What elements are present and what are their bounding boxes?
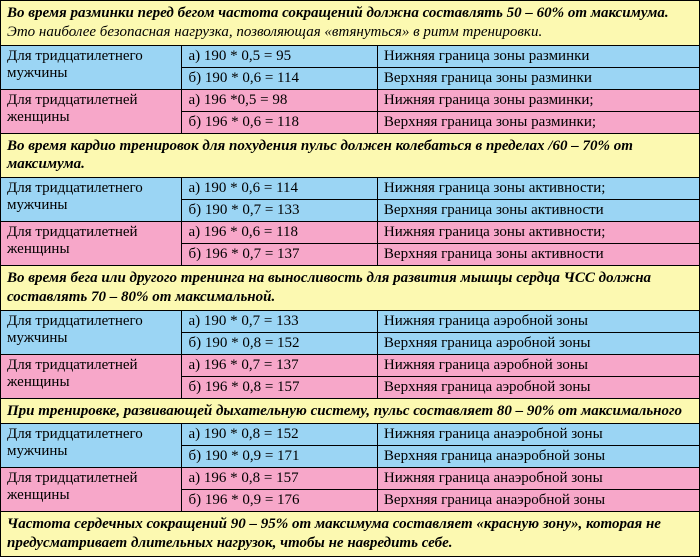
section-header: При тренировке, развивающей дыхательную … [1, 399, 699, 425]
desc-b: Верхняя граница анаэробной зоны [378, 446, 699, 467]
desc-b: Верхняя граница анаэробной зоны [378, 490, 699, 511]
group-label: Для тридцатилетнего мужчины [1, 311, 182, 354]
calc-b: б) 190 * 0,6 = 114 [182, 68, 377, 89]
header-bold: Во время кардио тренировок для похудения… [7, 138, 633, 173]
calc-a: а) 190 * 0,7 = 133 [182, 311, 377, 333]
calc-b: б) 196 * 0,8 = 157 [182, 377, 377, 398]
calc-a: а) 196 *0,5 = 98 [182, 90, 377, 112]
desc-a: Нижняя граница зоны разминки [378, 46, 699, 68]
header-bold: Во время бега или другого тренинга на вы… [7, 270, 651, 305]
header-rest: Это наиболее безопасная нагрузка, позвол… [7, 24, 542, 40]
header-bold: При тренировке, развивающей дыхательную … [7, 403, 682, 419]
data-row: Для тридцатилетнего мужчиныа) 190 * 0,8 … [1, 424, 699, 468]
calc-a: а) 196 * 0,8 = 157 [182, 468, 377, 490]
calc-a: а) 196 * 0,7 = 137 [182, 355, 377, 377]
calc-b: б) 190 * 0,7 = 133 [182, 200, 377, 221]
data-row: Для тридцатилетней женщиныа) 196 *0,5 = … [1, 90, 699, 134]
desc-a: Нижняя граница анаэробной зоны [378, 424, 699, 446]
group-label: Для тридцатилетней женщины [1, 222, 182, 265]
header-bold: Во время разминки перед бегом частота со… [7, 5, 669, 21]
group-label: Для тридцатилетней женщины [1, 468, 182, 511]
desc-a: Нижняя граница зоны активности; [378, 178, 699, 200]
desc-a: Нижняя граница аэробной зоны [378, 355, 699, 377]
group-label: Для тридцатилетнего мужчины [1, 424, 182, 467]
calc-b: б) 196 * 0,9 = 176 [182, 490, 377, 511]
group-label: Для тридцатилетней женщины [1, 90, 182, 133]
data-row: Для тридцатилетнего мужчиныа) 190 * 0,5 … [1, 46, 699, 90]
data-row: Для тридцатилетней женщиныа) 196 * 0,8 =… [1, 468, 699, 512]
desc-a: Нижняя граница зоны разминки; [378, 90, 699, 112]
desc-b: Верхняя граница зоны разминки; [378, 112, 699, 133]
section-header: Во время бега или другого тренинга на вы… [1, 266, 699, 311]
calc-a: а) 196 * 0,6 = 118 [182, 222, 377, 244]
calc-a: а) 190 * 0,5 = 95 [182, 46, 377, 68]
calc-b: б) 196 * 0,7 = 137 [182, 244, 377, 265]
desc-b: Верхняя граница зоны активности [378, 244, 699, 265]
desc-b: Верхняя граница зоны разминки [378, 68, 699, 89]
calc-a: а) 190 * 0,8 = 152 [182, 424, 377, 446]
desc-b: Верхняя граница зоны активности [378, 200, 699, 221]
desc-a: Нижняя граница аэробной зоны [378, 311, 699, 333]
desc-b: Верхняя граница аэробной зоны [378, 377, 699, 398]
data-row: Для тридцатилетнего мужчиныа) 190 * 0,7 … [1, 311, 699, 355]
group-label: Для тридцатилетнего мужчины [1, 46, 182, 89]
group-label: Для тридцатилетней женщины [1, 355, 182, 398]
calc-a: а) 190 * 0,6 = 114 [182, 178, 377, 200]
group-label: Для тридцатилетнего мужчины [1, 178, 182, 221]
desc-b: Верхняя граница аэробной зоны [378, 333, 699, 354]
calc-b: б) 190 * 0,9 = 171 [182, 446, 377, 467]
desc-a: Нижняя граница зоны активности; [378, 222, 699, 244]
heart-rate-zones-table: Во время разминки перед бегом частота со… [0, 0, 700, 557]
data-row: Для тридцатилетнего мужчиныа) 190 * 0,6 … [1, 178, 699, 222]
desc-a: Нижняя граница анаэробной зоны [378, 468, 699, 490]
footer-note: Частота сердечных сокращений 90 – 95% от… [1, 512, 699, 556]
data-row: Для тридцатилетней женщиныа) 196 * 0,6 =… [1, 222, 699, 266]
calc-b: б) 196 * 0,6 = 118 [182, 112, 377, 133]
section-header: Во время кардио тренировок для похудения… [1, 134, 699, 179]
calc-b: б) 190 * 0,8 = 152 [182, 333, 377, 354]
data-row: Для тридцатилетней женщиныа) 196 * 0,7 =… [1, 355, 699, 399]
section-header: Во время разминки перед бегом частота со… [1, 1, 699, 46]
